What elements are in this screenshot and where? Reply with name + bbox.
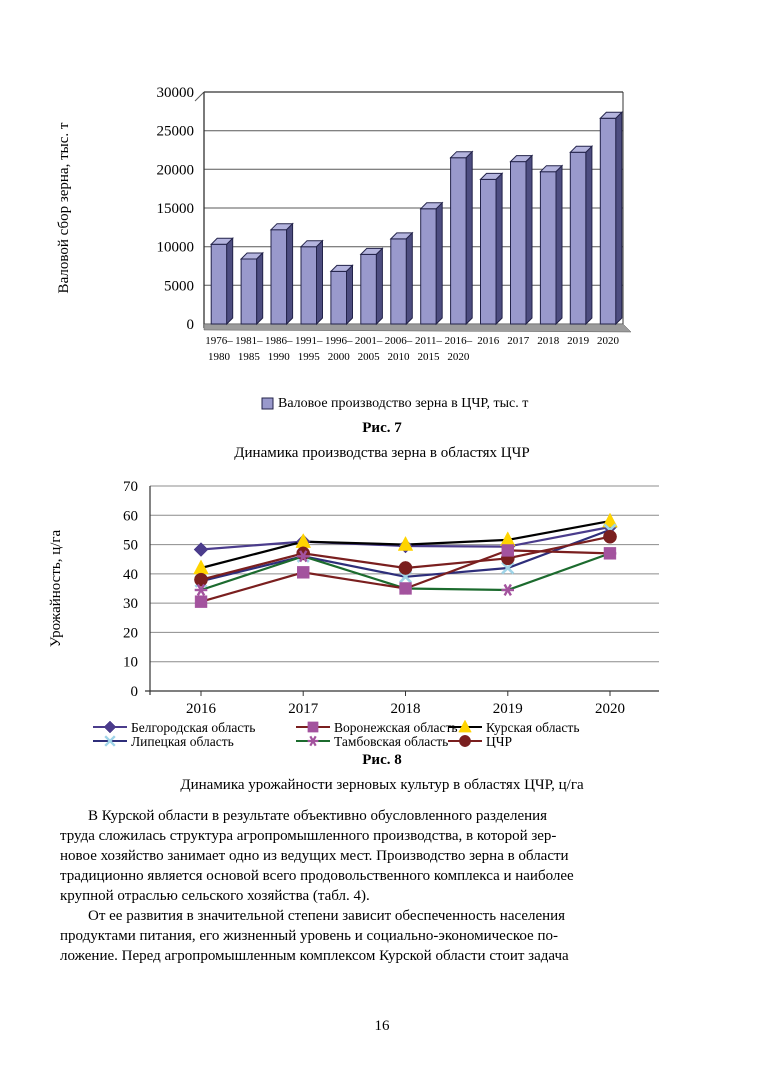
svg-text:Курская область: Курская область	[486, 720, 579, 735]
svg-text:1981–: 1981–	[235, 335, 263, 347]
svg-text:2020: 2020	[447, 351, 470, 363]
svg-text:2006–: 2006–	[385, 335, 413, 347]
svg-text:Белгородская область: Белгородская область	[131, 720, 255, 735]
svg-text:2018: 2018	[391, 701, 421, 717]
svg-text:1986–: 1986–	[265, 335, 293, 347]
svg-text:1991–: 1991–	[295, 335, 323, 347]
svg-text:0: 0	[131, 684, 139, 700]
svg-text:2016–: 2016–	[445, 335, 473, 347]
svg-text:Урожайность, ц/га: Урожайность, ц/га	[48, 529, 64, 647]
svg-text:2017: 2017	[288, 701, 319, 717]
svg-text:Валовое производство зерна в Ц: Валовое производство зерна в ЦЧР, тыс. т	[278, 396, 528, 410]
svg-text:25000: 25000	[157, 124, 195, 140]
svg-text:2019: 2019	[493, 701, 523, 717]
svg-text:2005: 2005	[358, 351, 381, 363]
svg-text:ЦЧР: ЦЧР	[486, 734, 512, 748]
svg-text:10: 10	[123, 655, 138, 671]
svg-text:15000: 15000	[157, 201, 195, 217]
svg-text:2011–: 2011–	[415, 335, 443, 347]
svg-text:70: 70	[123, 480, 138, 495]
svg-text:2020: 2020	[597, 335, 620, 347]
svg-text:Тамбовская область: Тамбовская область	[334, 734, 448, 748]
svg-text:2016: 2016	[186, 701, 217, 717]
svg-text:1980: 1980	[208, 351, 231, 363]
svg-text:20000: 20000	[157, 162, 195, 178]
svg-text:Валовой сбор зерна, тыс. т: Валовой сбор зерна, тыс. т	[56, 122, 72, 293]
svg-text:20: 20	[123, 625, 138, 641]
svg-text:30000: 30000	[157, 85, 195, 101]
svg-text:1976–: 1976–	[205, 335, 233, 347]
svg-text:2000: 2000	[328, 351, 351, 363]
svg-text:30: 30	[123, 596, 138, 612]
svg-text:10000: 10000	[157, 240, 195, 256]
svg-text:50: 50	[123, 538, 138, 554]
svg-text:2019: 2019	[567, 335, 590, 347]
svg-text:2001–: 2001–	[355, 335, 383, 347]
svg-text:2020: 2020	[595, 701, 625, 717]
svg-text:5000: 5000	[164, 278, 194, 294]
svg-text:40: 40	[123, 567, 138, 583]
svg-text:0: 0	[187, 317, 195, 333]
svg-text:1990: 1990	[268, 351, 291, 363]
svg-text:2017: 2017	[507, 335, 530, 347]
svg-text:Липецкая область: Липецкая область	[131, 734, 234, 748]
svg-text:60: 60	[123, 508, 138, 524]
svg-text:2018: 2018	[537, 335, 560, 347]
svg-text:2010: 2010	[388, 351, 411, 363]
svg-text:2015: 2015	[418, 351, 441, 363]
svg-text:1995: 1995	[298, 351, 321, 363]
svg-text:2016: 2016	[477, 335, 500, 347]
svg-text:1996–: 1996–	[325, 335, 353, 347]
svg-text:Воронежская область: Воронежская область	[334, 720, 458, 735]
svg-text:1985: 1985	[238, 351, 261, 363]
